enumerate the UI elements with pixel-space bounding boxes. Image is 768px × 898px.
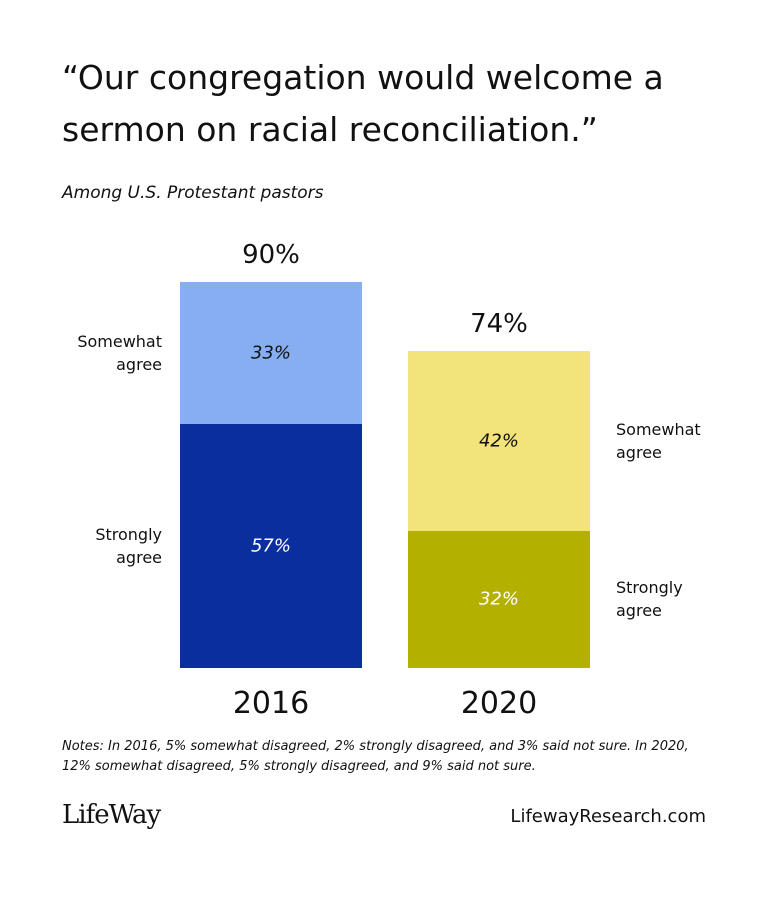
bar-segment: 32% [408,530,590,668]
chart-title: “Our congregation would welcome a sermon… [62,58,664,149]
x-tick-label: 2020 [460,686,538,721]
data-label: 57% [250,535,291,557]
legend-label: Somewhat agree [616,419,701,462]
bar-segment: 33% [180,282,362,424]
legend-label: Strongly agree [616,578,683,621]
x-tick-label: 2016 [232,686,310,721]
total-label: 74% [470,308,528,339]
logo: LifeWay [62,800,161,830]
bar-segment: 57% [180,423,362,668]
notes: Notes: In 2016, 5% somewhat disagreed, 2… [62,739,689,774]
data-label: 33% [250,342,291,364]
legend-label: Somewhat agree [77,331,162,374]
data-label: 42% [478,430,519,452]
bar-segment: 42% [408,350,590,531]
source: LifewayResearch.com [510,806,706,827]
data-label: 32% [478,588,519,610]
total-label: 90% [242,240,300,270]
chart-subtitle: Among U.S. Protestant pastors [62,183,324,203]
legend-label: Strongly agree [95,524,162,567]
